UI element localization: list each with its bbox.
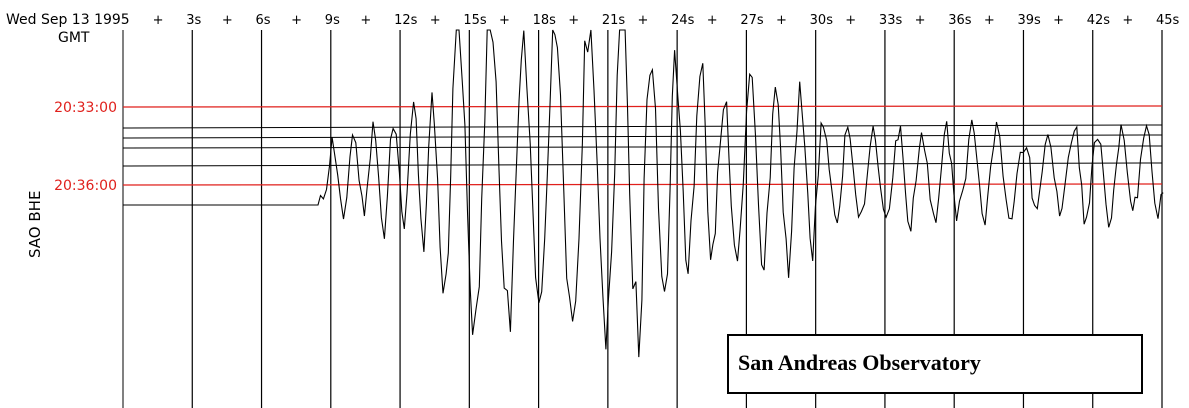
tick-plus: + <box>845 13 856 28</box>
timezone-label: GMT <box>58 30 90 46</box>
flat-line-2 <box>122 145 1163 149</box>
tick-plus: + <box>1122 13 1133 28</box>
channel-label: SAO BHE <box>26 191 44 258</box>
tick-plus: + <box>568 13 579 28</box>
tick-label-45s: 45s <box>1156 13 1180 28</box>
tick-plus: + <box>984 13 995 28</box>
tick-plus: + <box>153 13 164 28</box>
tick-plus: + <box>776 13 787 28</box>
tick-plus: + <box>430 13 441 28</box>
time-marker-label: 20:36:00 <box>54 178 117 194</box>
tick-label-21s: 21s <box>602 13 626 28</box>
tick-label-33s: 33s <box>879 13 903 28</box>
seismic-waveform <box>123 29 1164 358</box>
tick-label-6s: 6s <box>256 13 271 28</box>
observatory-name: San Andreas Observatory <box>738 350 981 375</box>
tick-label-18s: 18s <box>533 13 557 28</box>
observatory-box: San Andreas Observatory <box>727 334 1143 394</box>
tick-label-3s: 3s <box>186 13 201 28</box>
tick-plus: + <box>291 13 302 28</box>
tick-plus: + <box>707 13 718 28</box>
tick-plus: + <box>1053 13 1064 28</box>
tick-label-9s: 9s <box>325 13 340 28</box>
time-axis: +3s +6s +9s +12s +15s +18s +21s +24s +27s +30s +33… <box>153 13 1180 28</box>
tick-plus: + <box>638 13 649 28</box>
time-marker-line-20:33:00 <box>122 105 1163 108</box>
recording-date: Wed Sep 13 1995 <box>6 12 130 28</box>
tick-label-30s: 30s <box>810 13 834 28</box>
flat-line-1 <box>122 134 1163 139</box>
tick-plus: + <box>915 13 926 28</box>
tick-label-42s: 42s <box>1087 13 1111 28</box>
flat-trace-lines <box>122 124 1163 167</box>
tick-label-39s: 39s <box>1017 13 1041 28</box>
tick-plus: + <box>499 13 510 28</box>
time-marker-line-20:36:00 <box>122 183 1163 186</box>
time-marker-label: 20:33:00 <box>54 100 117 116</box>
flat-line-0 <box>122 124 1163 129</box>
tick-label-15s: 15s <box>463 13 487 28</box>
tick-label-24s: 24s <box>671 13 695 28</box>
tick-label-12s: 12s <box>394 13 418 28</box>
flat-line-3 <box>122 162 1163 167</box>
tick-plus: + <box>360 13 371 28</box>
tick-plus: + <box>222 13 233 28</box>
tick-label-27s: 27s <box>740 13 764 28</box>
tick-label-36s: 36s <box>948 13 972 28</box>
